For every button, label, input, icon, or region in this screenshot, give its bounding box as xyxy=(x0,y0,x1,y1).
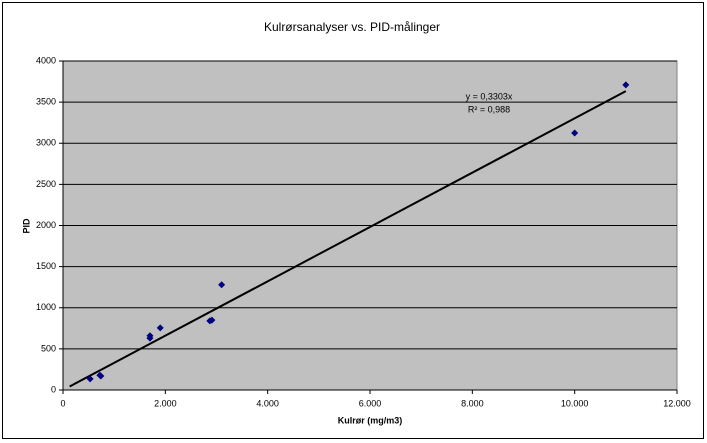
chart-title: Kulrørsanalyser vs. PID-målinger xyxy=(264,20,440,34)
data-point xyxy=(208,316,216,324)
data-point xyxy=(97,372,105,380)
y-tick-label: 500 xyxy=(41,343,56,353)
data-point xyxy=(571,129,579,137)
trendline xyxy=(69,90,627,388)
trendline-equation: y = 0,3303x xyxy=(466,91,513,101)
y-tick-label: 3000 xyxy=(36,138,56,148)
data-point xyxy=(156,324,164,332)
y-tick-label: 0 xyxy=(51,384,56,394)
y-tick-label: 2500 xyxy=(36,179,56,189)
y-tick-label: 3500 xyxy=(36,97,56,107)
y-tick-label: 1500 xyxy=(36,261,56,271)
x-axis-title: Kulrør (mg/m3) xyxy=(338,415,403,425)
y-tick-label: 2000 xyxy=(36,220,56,230)
x-tick-label: 0 xyxy=(60,398,65,408)
data-point xyxy=(622,81,630,89)
trendline-r2: R² = 0,988 xyxy=(468,104,510,114)
x-tick-label: 8.000 xyxy=(461,398,484,408)
y-axis-title: PID xyxy=(21,218,31,234)
x-tick-label: 2.000 xyxy=(154,398,177,408)
x-tick-label: 12.000 xyxy=(663,398,691,408)
y-tick-label: 4000 xyxy=(36,55,56,65)
data-point xyxy=(146,332,154,340)
x-tick-label: 6.000 xyxy=(359,398,382,408)
y-tick-label: 1000 xyxy=(36,302,56,312)
data-point xyxy=(218,281,226,289)
x-tick-label: 4.000 xyxy=(256,398,279,408)
data-point xyxy=(86,375,94,383)
x-tick-label: 10.000 xyxy=(561,398,589,408)
